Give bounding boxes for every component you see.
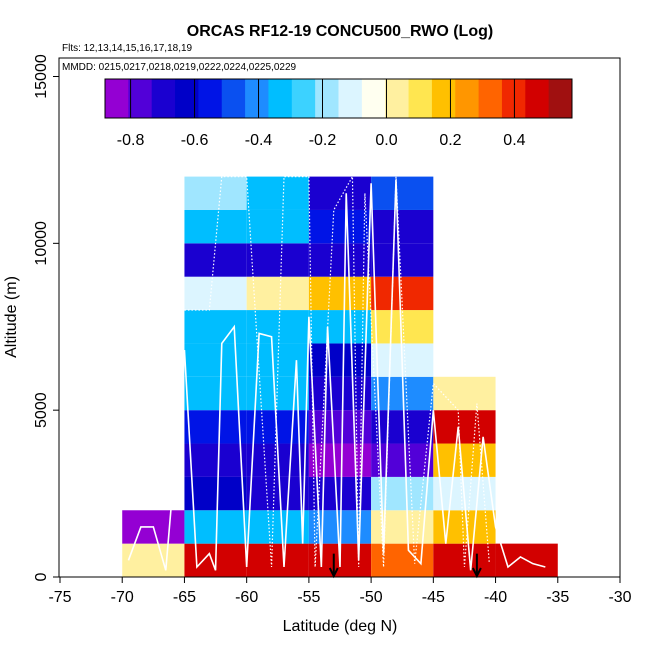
colorbar-segment	[525, 79, 550, 118]
heatmap-cell	[184, 243, 247, 277]
marker-arrow	[328, 553, 339, 579]
plot-frame	[58, 57, 621, 578]
heatmap-cell	[184, 410, 247, 444]
colorbar-tick-label: -0.6	[181, 132, 209, 149]
colorbar-segment	[175, 79, 199, 118]
heatmap-cell	[308, 343, 372, 377]
heatmap-cell	[308, 176, 372, 210]
heatmap-cell	[184, 209, 247, 244]
colorbar-segment	[151, 79, 176, 118]
colorbar-tick-label: -0.2	[309, 132, 337, 149]
heatmap-cell	[246, 310, 309, 344]
x-tick-label: -35	[546, 589, 569, 606]
colorbar-segment	[315, 79, 339, 118]
heatmap-cell	[246, 176, 309, 210]
x-tick-label: -60	[235, 589, 258, 606]
colorbar-segment	[105, 79, 129, 118]
heatmap-cell	[308, 310, 372, 344]
marker-arrow	[471, 553, 482, 579]
x-axis: -75 -70 -65 -60 -55 -50 -45 -40 -35 -30	[48, 577, 632, 606]
heatmap-cell	[433, 410, 496, 444]
x-tick-label: -55	[297, 589, 320, 606]
heatmap-cell	[246, 243, 309, 277]
heatmap-cell	[433, 376, 496, 411]
y-tick-label: 0	[33, 572, 50, 581]
heatmap-cell	[371, 543, 434, 577]
colorbar: -0.8 -0.6 -0.4 -0.2 0.0 0.2 0.4	[104, 78, 573, 149]
colorbar-segment	[221, 79, 246, 118]
heatmap-cell	[122, 543, 185, 577]
y-tick-label: 15000	[33, 54, 50, 99]
heatmap-cell	[246, 543, 309, 577]
x-tick-label: -30	[608, 589, 631, 606]
heatmap-cell	[246, 209, 309, 244]
heatmap-cell	[308, 443, 372, 477]
heatmap-cell	[371, 410, 434, 444]
y-tick-label: 5000	[33, 392, 50, 428]
colorbar-segment	[361, 79, 386, 118]
colorbar-segment	[291, 79, 316, 118]
heatmap-cell	[246, 276, 309, 311]
heatmap-cell	[371, 176, 434, 210]
heatmap-cell	[308, 376, 372, 411]
colorbar-segment	[548, 79, 573, 118]
heatmap-cell	[184, 443, 247, 477]
y-axis: 0 5000 10000 15000	[33, 54, 59, 581]
heatmap-cell	[184, 376, 247, 411]
colorbar-tick-label: 0.4	[503, 132, 525, 149]
colorbar-segment	[198, 79, 223, 118]
flight-tracks	[127, 174, 546, 571]
heatmap-cell	[184, 476, 247, 511]
x-tick-label: -75	[48, 589, 71, 606]
x-axis-label: Latitude (deg N)	[283, 618, 398, 635]
heatmap-cell	[371, 209, 434, 244]
colorbar-tick-label: -0.8	[117, 132, 145, 149]
colorbar-segment	[455, 79, 480, 118]
heatmap-cell	[308, 410, 372, 444]
colorbar-tick-label: -0.4	[245, 132, 273, 149]
colorbar-segment	[338, 79, 363, 118]
colorbar-segment	[478, 79, 503, 118]
x-tick-label: -45	[422, 589, 445, 606]
heatmap-cell	[371, 243, 434, 277]
markers	[328, 553, 482, 579]
chart-title: ORCAS RF12-19 CONCU500_RWO (Log)	[187, 23, 493, 40]
x-tick-label: -40	[484, 589, 507, 606]
colorbar-segment	[128, 79, 153, 118]
x-tick-label: -50	[360, 589, 383, 606]
flight-track-dotted	[184, 174, 490, 568]
y-axis-label: Altitude (m)	[3, 276, 20, 358]
colorbar-segment	[385, 79, 410, 118]
colorbar-frame	[104, 78, 573, 119]
heatmap-cell	[246, 476, 309, 511]
x-tick-label: -70	[111, 589, 134, 606]
colorbar-segment	[245, 79, 269, 118]
dates-subtitle: MMDD: 0215,0217,0218,0219,0222,0224,0225…	[62, 62, 297, 73]
y-tick-label: 10000	[33, 221, 50, 266]
x-tick-label: -65	[173, 589, 196, 606]
heatmap-cells	[122, 176, 558, 577]
heatmap-cell	[184, 176, 247, 210]
colorbar-segment	[431, 79, 456, 118]
heatmap-cell	[308, 243, 372, 277]
heatmap-cell	[308, 209, 372, 244]
colorbar-segment	[408, 79, 433, 118]
colorbar-tick-label: 0.2	[439, 132, 461, 149]
flights-subtitle: Flts: 12,13,14,15,16,17,18,19	[62, 43, 193, 54]
colorbar-tick-label: 0.0	[375, 132, 397, 149]
heatmap-cell	[308, 276, 372, 311]
heatmap-cell	[246, 510, 309, 544]
heatmap-cell	[184, 276, 247, 311]
colorbar-segment	[501, 79, 526, 118]
colorbar-segment	[268, 79, 293, 118]
heatmap-cell	[184, 310, 247, 344]
